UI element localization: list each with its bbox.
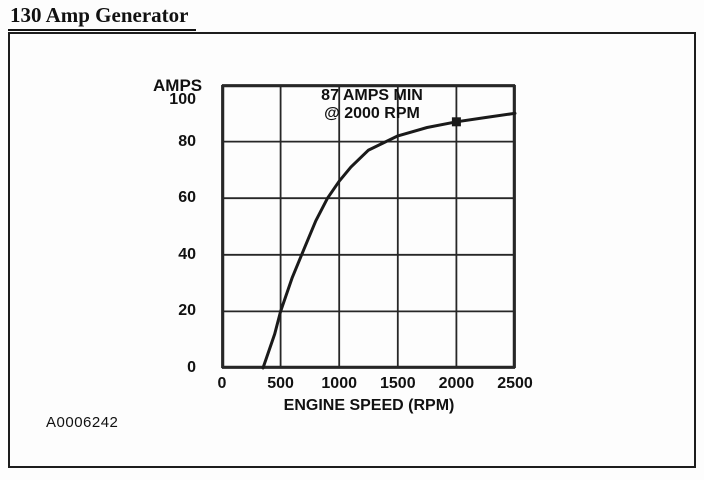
output-curve [261, 111, 517, 370]
data-point-marker [451, 117, 461, 127]
figure-id: A0006242 [46, 414, 119, 431]
page-title: 130 Amp Generator [8, 3, 197, 31]
annotation-line2: @ 2000 RPM [324, 105, 420, 122]
x-axis-title: ENGINE SPEED (RPM) [283, 397, 455, 414]
figure-frame [8, 32, 696, 468]
y-axis-label: AMPS [153, 76, 203, 95]
annotation-min-amps: 87 AMPS MIN @ 2000 RPM [282, 87, 462, 123]
plot-border [221, 84, 516, 369]
grid-lines [221, 84, 516, 369]
plot-area [221, 84, 517, 370]
annotation-line1: 87 AMPS MIN [321, 87, 423, 104]
